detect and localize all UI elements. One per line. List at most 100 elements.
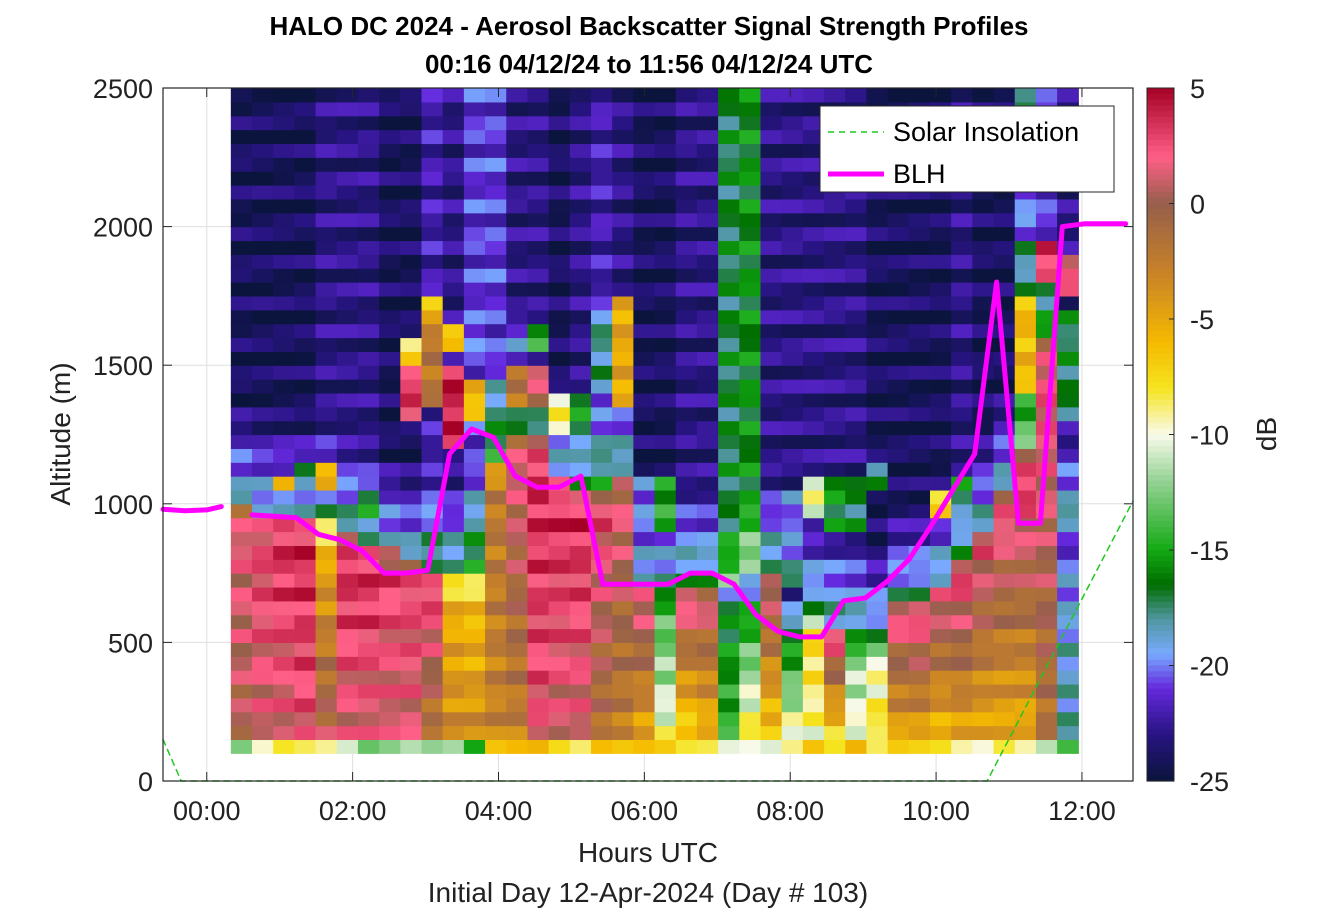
heatmap-cell (442, 392, 465, 408)
heatmap-cell (633, 392, 656, 408)
heatmap-cell (421, 683, 444, 699)
heatmap-cell (866, 337, 889, 352)
heatmap-cell (463, 503, 486, 519)
heatmap-cell (379, 268, 401, 283)
heatmap-cell (527, 573, 550, 588)
heatmap-cell (718, 101, 740, 117)
heatmap-cell (633, 351, 656, 366)
heatmap-cell (718, 268, 740, 283)
heatmap-cell (760, 697, 783, 713)
heatmap-cell (379, 240, 401, 255)
heatmap-cell (442, 559, 465, 574)
heatmap-cell (781, 268, 804, 283)
heatmap-cell (718, 115, 740, 131)
heatmap-cell (908, 739, 931, 754)
heatmap-cell (548, 129, 571, 145)
y-tick-label: 500 (108, 628, 153, 658)
heatmap-cell (442, 282, 465, 297)
heatmap-cell (294, 489, 317, 505)
heatmap-cell (506, 295, 529, 311)
heatmap-cell (760, 656, 783, 671)
heatmap-cell (591, 628, 613, 643)
heatmap-cell (951, 628, 973, 643)
heatmap-cell (421, 420, 444, 436)
heatmap-cell (718, 683, 740, 699)
heatmap-cell (845, 573, 868, 588)
heatmap-cell (972, 240, 995, 255)
heatmap-cell (252, 628, 274, 643)
heatmap-cell (866, 295, 889, 311)
heatmap-cell (612, 351, 634, 366)
heatmap-cell (294, 337, 317, 352)
heatmap-cell (951, 212, 973, 228)
colorbar-segment (1147, 578, 1174, 586)
heatmap-cell (866, 670, 889, 685)
heatmap-cell (802, 351, 825, 366)
heatmap-cell (781, 171, 804, 186)
heatmap-cell (336, 420, 359, 436)
heatmap-cell (612, 711, 634, 727)
x-tick-label: 06:00 (611, 796, 679, 826)
heatmap-cell (421, 268, 444, 283)
heatmap-cell (357, 337, 380, 352)
heatmap-cell (739, 711, 762, 727)
heatmap-cell (485, 143, 507, 158)
heatmap-cell (654, 351, 677, 366)
heatmap-cell (612, 614, 634, 630)
colorbar-segment (1147, 446, 1174, 453)
heatmap-cell (675, 171, 698, 186)
heatmap-cell (442, 503, 465, 519)
heatmap-cell (273, 420, 295, 436)
heatmap-cell (485, 656, 507, 671)
colorbar-segment (1147, 411, 1174, 418)
heatmap-cell (1057, 586, 1079, 602)
heatmap-cell (591, 351, 613, 366)
heatmap-cell (866, 392, 889, 408)
heatmap-cell (485, 392, 507, 408)
heatmap-cell (506, 143, 529, 158)
heatmap-cell (866, 725, 889, 741)
heatmap-cell (845, 517, 868, 533)
y-tick-label: 0 (138, 767, 153, 797)
heatmap-cell (739, 392, 762, 408)
colorbar-segment (1147, 342, 1174, 349)
heatmap-cell (421, 392, 444, 408)
heatmap-cell (485, 379, 507, 394)
heatmap-cell (336, 725, 359, 741)
heatmap-cell (357, 268, 380, 283)
heatmap-cell (1014, 628, 1037, 643)
heatmap-cell (463, 337, 486, 352)
heatmap-cell (1014, 198, 1037, 214)
heatmap-cell (760, 434, 783, 449)
colorbar-segment (1147, 388, 1174, 395)
heatmap-cell (845, 268, 868, 283)
heatmap-cell (591, 711, 613, 727)
y-tick-label: 2000 (93, 213, 153, 243)
heatmap-cell (802, 462, 825, 477)
colorbar-segment (1147, 555, 1174, 563)
heatmap-cell (357, 489, 380, 505)
heatmap-cell (315, 115, 338, 131)
heatmap-cell (357, 420, 380, 436)
colorbar-segment (1147, 538, 1174, 545)
heatmap-cell (336, 614, 359, 630)
heatmap-cell (379, 351, 401, 366)
heatmap-cell (379, 670, 401, 685)
heatmap-cell (654, 101, 677, 117)
heatmap-cell (993, 88, 1016, 103)
heatmap-cell (929, 309, 952, 325)
heatmap-cell (1035, 254, 1058, 269)
heatmap-cell (1035, 642, 1058, 657)
heatmap-cell (336, 642, 359, 657)
heatmap-cell (696, 240, 719, 255)
heatmap-cell (654, 157, 677, 172)
heatmap-cell (400, 88, 423, 103)
heatmap-cell (591, 185, 613, 200)
heatmap-cell (824, 531, 846, 546)
heatmap-cell (675, 531, 698, 546)
heatmap-cell (675, 489, 698, 505)
heatmap-cell (485, 101, 507, 117)
heatmap-cell (718, 670, 740, 685)
heatmap-cell (951, 670, 973, 685)
heatmap-cell (633, 143, 656, 158)
